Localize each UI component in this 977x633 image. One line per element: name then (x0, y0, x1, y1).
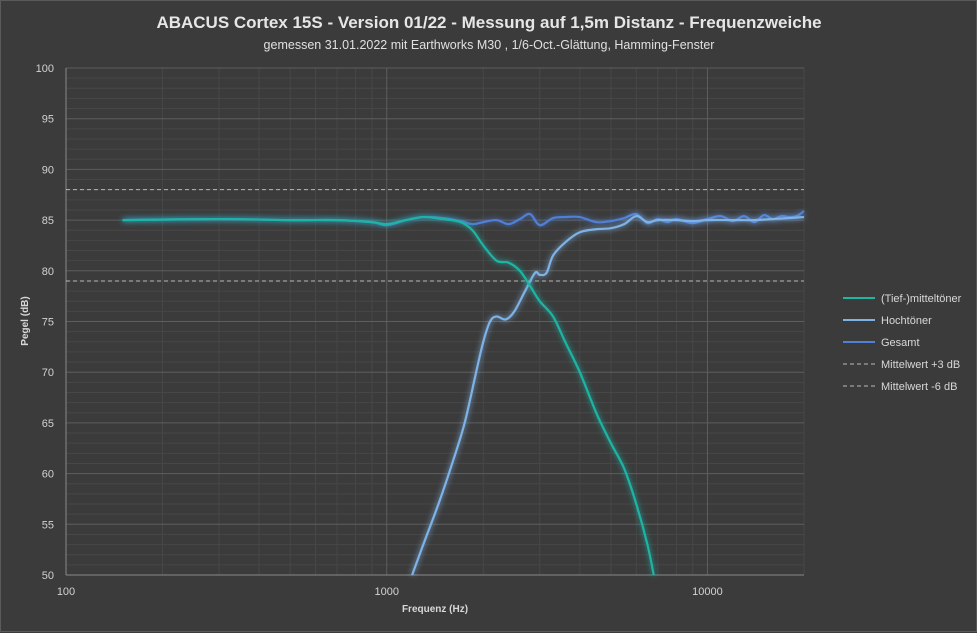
x-axis-label: Frequenz (Hz) (402, 604, 468, 615)
y-tick-label: 70 (42, 367, 54, 379)
legend-label: Hochtöner (881, 315, 932, 327)
series-layer (66, 189, 805, 576)
y-axis-ticks: 50 55 60 65 70 75 80 85 90 95 100 (36, 63, 54, 582)
legend: (Tief-)mitteltöner Hochtöner Gesamt Mittelw… (843, 293, 962, 393)
y-tick-label: 100 (36, 63, 54, 75)
y-tick-label: 80 (42, 266, 54, 278)
y-tick-label: 65 (42, 418, 54, 430)
x-tick-label: 1000 (374, 586, 398, 598)
y-tick-label: 75 (42, 317, 54, 329)
major-grid (65, 67, 804, 576)
y-tick-label: 55 (42, 519, 54, 531)
chart-subtitle: gemessen 31.01.2022 mit Earthworks M30 ,… (264, 38, 715, 52)
chart-title: ABACUS Cortex 15S - Version 01/22 - Mess… (156, 13, 821, 32)
legend-label: (Tief-)mitteltöner (881, 293, 962, 305)
legend-label: Gesamt (881, 337, 920, 349)
minor-grid (66, 68, 805, 575)
y-axis-label: Pegel (dB) (20, 296, 31, 345)
x-tick-label: 100 (57, 586, 75, 598)
y-tick-label: 85 (42, 215, 54, 227)
y-tick-label: 90 (42, 164, 54, 176)
legend-label: Mittelwert -6 dB (881, 381, 957, 393)
x-tick-label: 10000 (692, 586, 723, 598)
legend-label: Mittelwert +3 dB (881, 359, 960, 371)
x-axis-ticks: 100 1000 10000 (57, 586, 723, 598)
y-tick-label: 60 (42, 469, 54, 481)
y-tick-label: 50 (42, 570, 54, 582)
series-hocht-ner-line (411, 214, 805, 576)
series-tief-mittelt-ner-line (122, 215, 655, 576)
y-tick-label: 95 (42, 114, 54, 126)
